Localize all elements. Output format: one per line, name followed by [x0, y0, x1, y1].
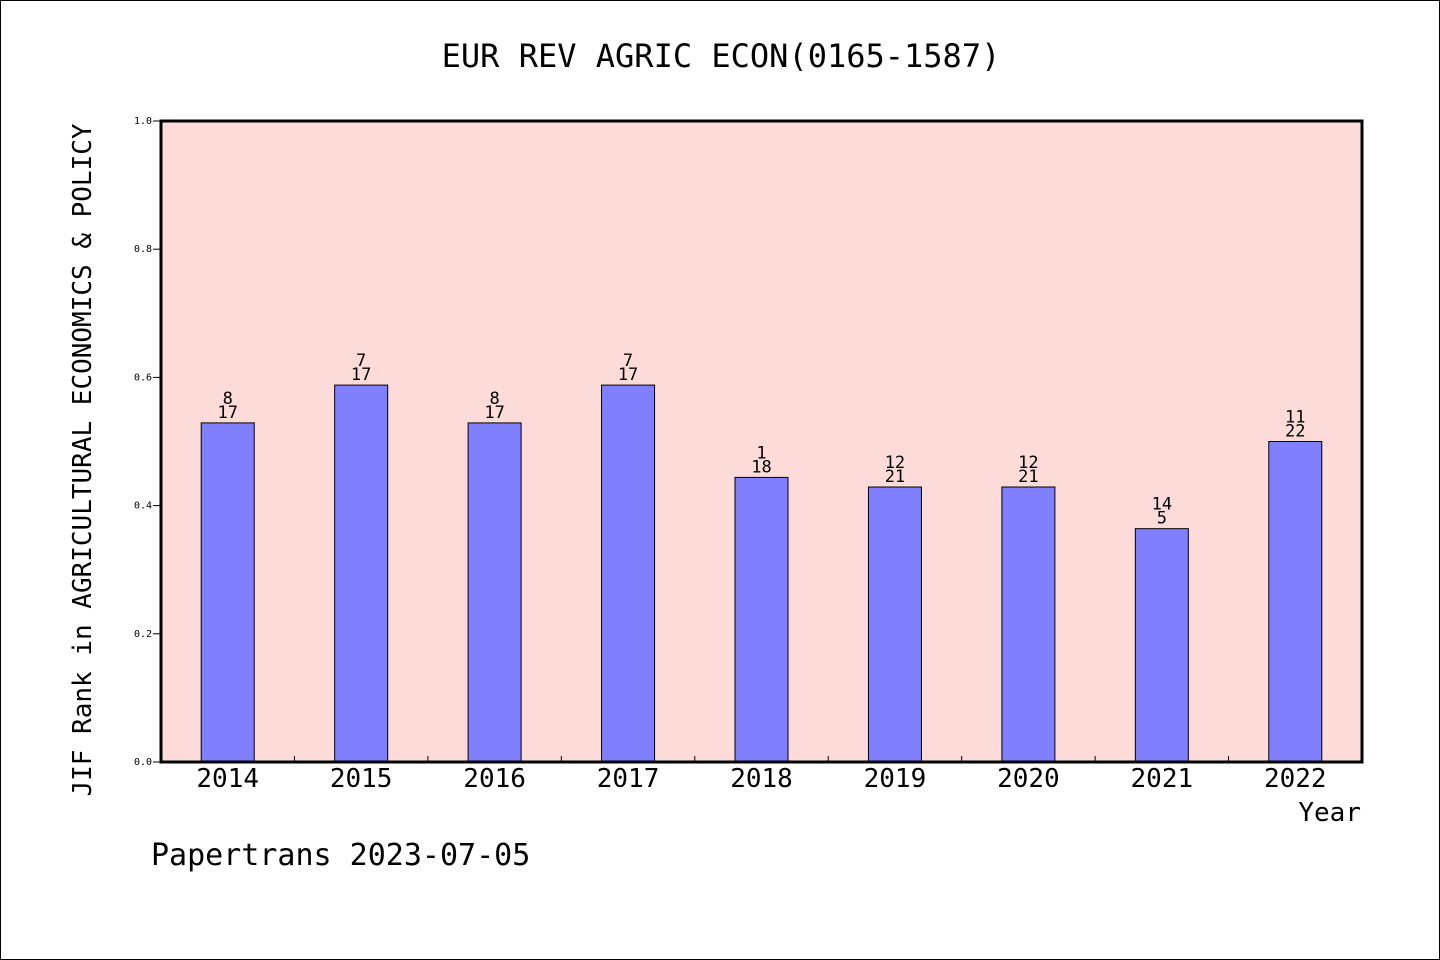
- bar-label-rank: 11: [1285, 408, 1305, 428]
- plot-border: [159, 119, 1364, 764]
- x-tick-label: 2022: [1264, 764, 1327, 794]
- bar-label-total: 22: [1285, 422, 1305, 442]
- y-tick-label: 0.6: [134, 372, 152, 383]
- bar: [601, 384, 656, 763]
- bar-label-total: 17: [351, 365, 371, 385]
- bar-label-total: 17: [484, 403, 504, 423]
- x-tick-label: 2019: [864, 764, 927, 794]
- x-axis-label: Year: [1298, 798, 1361, 828]
- bar-label-total: 21: [885, 467, 905, 487]
- bar-label-rank: 1: [756, 443, 766, 463]
- bar: [867, 486, 922, 763]
- x-tick-label: 2018: [730, 764, 793, 794]
- bar-label-rank: 12: [885, 453, 905, 473]
- x-tick-label: 2014: [196, 764, 259, 794]
- y-tick-label: 0.4: [134, 501, 152, 512]
- bar: [467, 422, 522, 763]
- bar-label-rank: 7: [623, 351, 633, 371]
- bar: [334, 384, 389, 763]
- bar: [200, 422, 255, 763]
- bar-label-rank: 8: [223, 389, 233, 409]
- bar-label-total: 21: [1018, 467, 1038, 487]
- bar: [734, 476, 789, 763]
- y-axis-label: JIF Rank in AGRICULTURAL ECONOMICS & POL…: [68, 123, 98, 796]
- bar: [1268, 441, 1323, 763]
- bar-label-total: 5: [1157, 509, 1167, 529]
- x-tick-label: 2020: [997, 764, 1060, 794]
- bar-label-rank: 14: [1152, 495, 1172, 515]
- bar-label-rank: 12: [1018, 453, 1038, 473]
- y-tick-label: 0.0: [134, 757, 152, 768]
- chart-title: EUR REV AGRIC ECON(0165-1587): [442, 37, 1001, 75]
- y-tick-label: 0.8: [134, 244, 152, 255]
- y-tick-label: 1.0: [134, 116, 152, 127]
- x-axis: 2014 2015 2016 2017 2018 2019 2020 2021 2022: [196, 756, 1327, 794]
- bar-series: [200, 384, 1323, 763]
- x-tick-label: 2016: [463, 764, 526, 794]
- bar-label-total: 18: [751, 457, 771, 477]
- y-axis: 0.0 0.2 0.4 0.6 0.8 1.0: [134, 116, 161, 768]
- x-tick-label: 2015: [330, 764, 393, 794]
- bar-label-rank: 8: [489, 389, 499, 409]
- bar-label-rank: 7: [356, 351, 366, 371]
- bar-label-total: 17: [217, 403, 237, 423]
- x-tick-label: 2021: [1131, 764, 1194, 794]
- x-tick-label: 2017: [597, 764, 660, 794]
- bar: [1134, 528, 1189, 763]
- bar-label-total: 17: [618, 365, 638, 385]
- y-tick-label: 0.2: [134, 629, 152, 640]
- bar: [1001, 486, 1056, 763]
- footer-credit: Papertrans 2023-07-05: [151, 838, 530, 873]
